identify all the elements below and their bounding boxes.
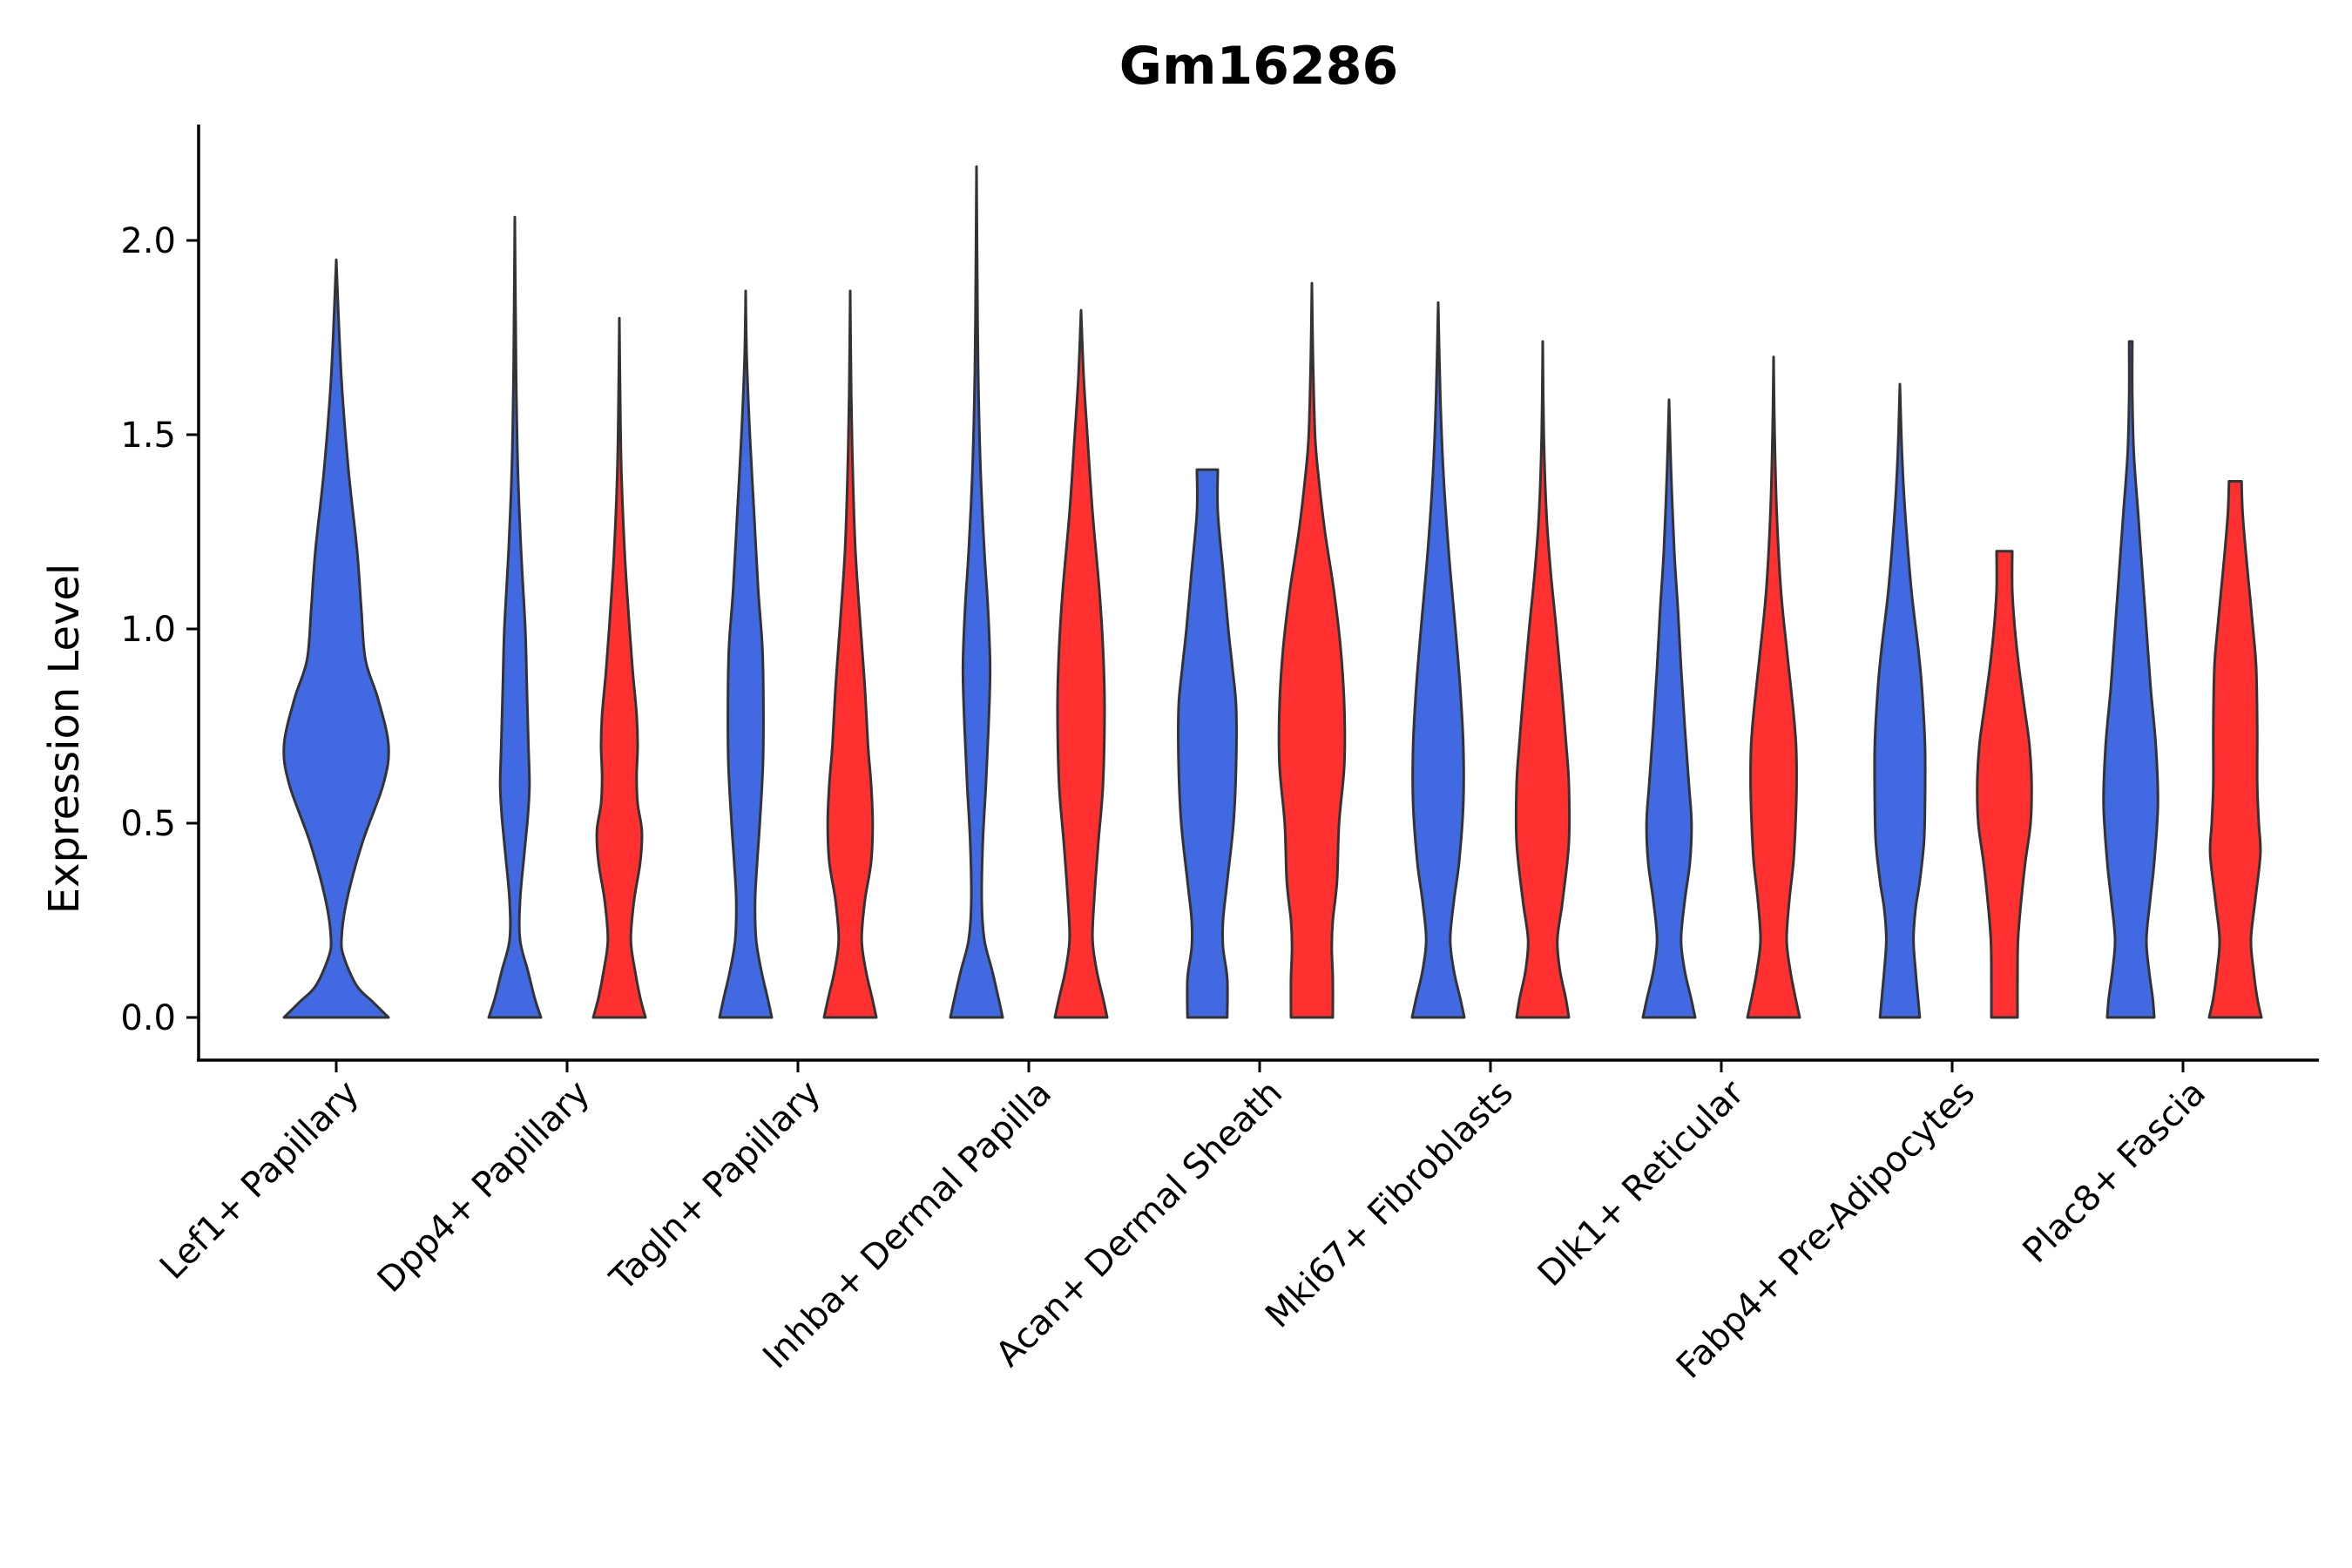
- violin-lef1-papillary: [282, 258, 390, 1019]
- y-tick-label: 1.5: [120, 416, 176, 456]
- x-ticks: Lef1+ Papillary Dpp4+ Papillary Tagln+ Pap…: [152, 1060, 2213, 1387]
- violin-tagln-papillary-right: [822, 289, 878, 1019]
- y-tick-label: 1.0: [120, 610, 176, 650]
- violin-tagln-papillary-left: [718, 289, 774, 1019]
- x-tick-label: Plac8+ Fascia: [2016, 1073, 2214, 1272]
- violin-mki67-fibroblasts-left: [1410, 301, 1466, 1019]
- x-tick-label: Tagln+ Papillary: [602, 1073, 828, 1300]
- x-tick-label: Dpp4+ Papillary: [370, 1073, 598, 1301]
- y-ticks: 0.0 0.5 1.0 1.5 2.0: [120, 221, 199, 1038]
- violin-dpp4-papillary-left: [487, 215, 543, 1019]
- violin-fabp4-pre-adipocytes-right: [1976, 550, 2033, 1019]
- chart-title: Gm16286: [1119, 36, 1399, 97]
- violin-acan-dermal-sheath-left: [1177, 468, 1238, 1019]
- x-tick-label: Mki67+ Fibroblasts: [1258, 1073, 1521, 1336]
- violin-plac8-fascia-left: [2102, 340, 2159, 1019]
- x-tick-label: Lef1+ Papillary: [152, 1073, 367, 1288]
- violin-group: [282, 165, 2263, 1019]
- y-tick-label: 0.0: [120, 998, 176, 1038]
- violin-dlk1-reticular-right: [1746, 355, 1801, 1019]
- x-tick-label: Dlk1+ Reticular: [1531, 1072, 1753, 1294]
- violin-acan-dermal-sheath-right: [1277, 281, 1347, 1019]
- y-tick-label: 2.0: [120, 221, 176, 261]
- y-axis-label: Expression Level: [40, 564, 89, 915]
- violin-inhba-dermal-papilla-right: [1053, 308, 1109, 1019]
- violin-inhba-dermal-papilla-left: [949, 165, 1004, 1019]
- violin-dpp4-papillary-right: [591, 316, 647, 1019]
- violin-fabp4-pre-adipocytes-left: [1873, 382, 1927, 1019]
- violin-mki67-fibroblasts-right: [1514, 340, 1571, 1019]
- axes: [197, 125, 2319, 1062]
- y-tick-label: 0.5: [120, 804, 176, 844]
- violin-dlk1-reticular-left: [1641, 398, 1697, 1019]
- violin-plac8-fascia-right: [2207, 480, 2263, 1019]
